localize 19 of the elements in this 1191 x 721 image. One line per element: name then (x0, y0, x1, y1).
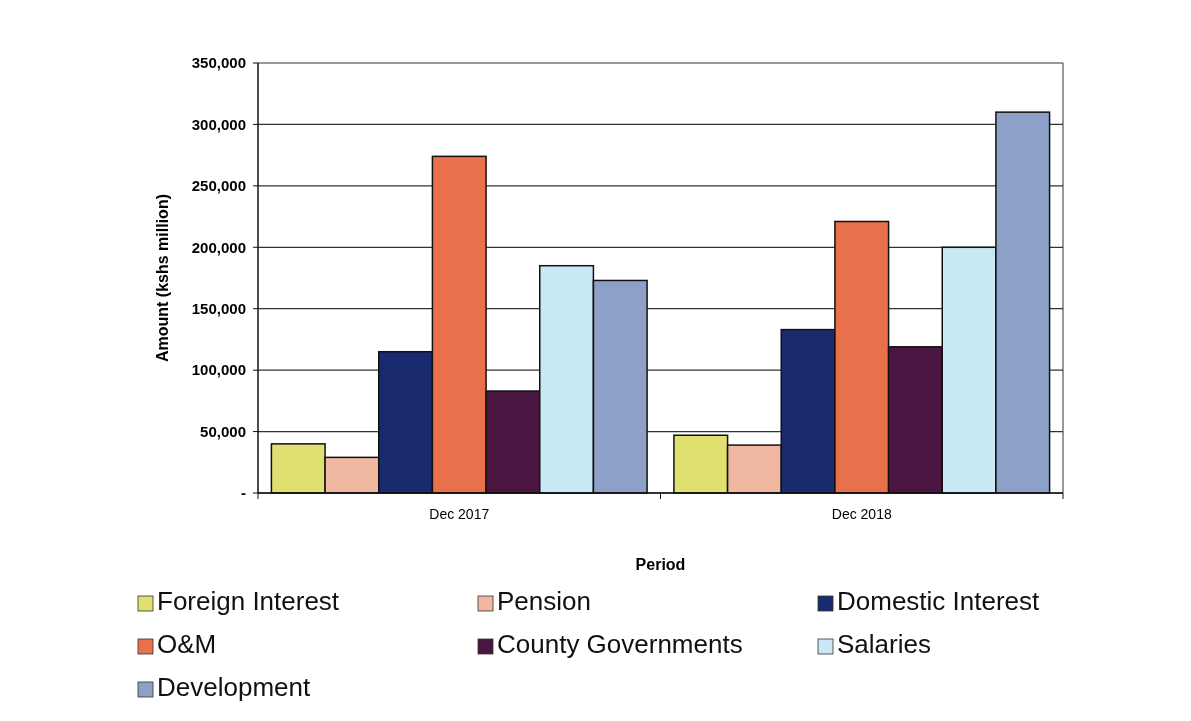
x-axis-title: Period (635, 556, 686, 573)
y-tick-label: 300,000 (191, 115, 246, 133)
y-tick-label: 250,000 (191, 177, 246, 195)
legend-label: Pension (497, 586, 591, 616)
legend-label: Foreign Interest (157, 586, 340, 616)
y-tick-label: 200,000 (191, 238, 246, 256)
legend-label: County Governments (497, 629, 743, 659)
y-tick-label: 150,000 (191, 299, 246, 317)
y-tick-label: 100,000 (191, 361, 246, 379)
legend-label: Salaries (837, 629, 931, 659)
y-axis-title: Amount (kshs million) (154, 194, 171, 362)
y-tick-label: 50,000 (200, 422, 246, 440)
y-tick-label: 350,000 (191, 54, 246, 72)
legend-label: Domestic Interest (837, 586, 1041, 616)
legend-label: O&M (157, 629, 217, 659)
y-tick-label: - (241, 484, 246, 502)
x-tick-label: Dec 2018 (831, 506, 892, 522)
legend-label: Development (157, 672, 311, 702)
x-tick-label: Dec 2017 (429, 506, 490, 522)
